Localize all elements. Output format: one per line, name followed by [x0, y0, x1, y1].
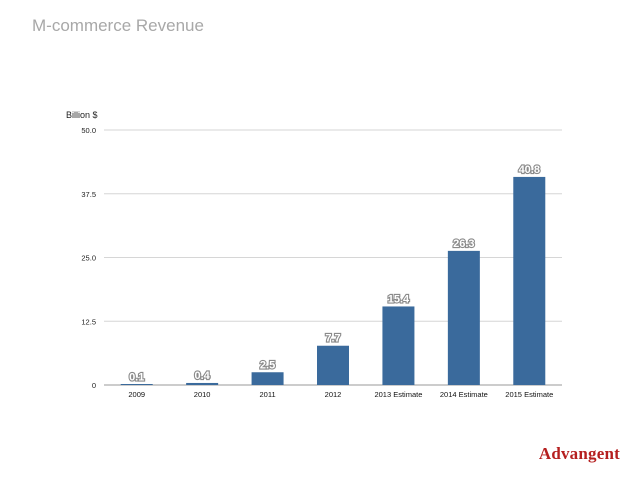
y-tick-label: 25.0: [81, 254, 96, 263]
bar: [382, 306, 415, 385]
y-tick-label: 37.5: [81, 190, 96, 199]
data-label: 7.7: [325, 333, 340, 345]
x-tick-label: 2015 Estimate: [505, 390, 553, 399]
data-label: 0.4: [194, 370, 210, 382]
x-tick-label: 2009: [128, 390, 145, 399]
data-label: 2.5: [260, 359, 275, 371]
y-axis-title: Billion $: [66, 110, 98, 120]
x-tick-label: 2013 Estimate: [374, 390, 422, 399]
data-label: 26.3: [453, 238, 474, 250]
data-label: 15.4: [388, 293, 410, 305]
bar: [251, 372, 284, 385]
advangent-logo: Advangent: [538, 444, 620, 463]
data-label: 40.8: [519, 164, 540, 176]
bar: [447, 250, 480, 385]
y-tick-label: 12.5: [81, 317, 96, 326]
x-tick-label: 2014 Estimate: [440, 390, 488, 399]
slide-title: M-commerce Revenue: [32, 16, 204, 35]
bar: [317, 345, 349, 385]
x-tick-label: 2012: [325, 390, 342, 399]
y-tick-label: 0: [92, 381, 96, 390]
y-tick-label: 50.0: [81, 126, 96, 135]
x-tick-label: 2011: [260, 390, 276, 399]
data-label: 0.1: [129, 371, 144, 383]
bar: [120, 384, 153, 385]
bar: [186, 382, 219, 385]
bar: [513, 176, 546, 385]
x-tick-label: 2010: [194, 390, 211, 399]
